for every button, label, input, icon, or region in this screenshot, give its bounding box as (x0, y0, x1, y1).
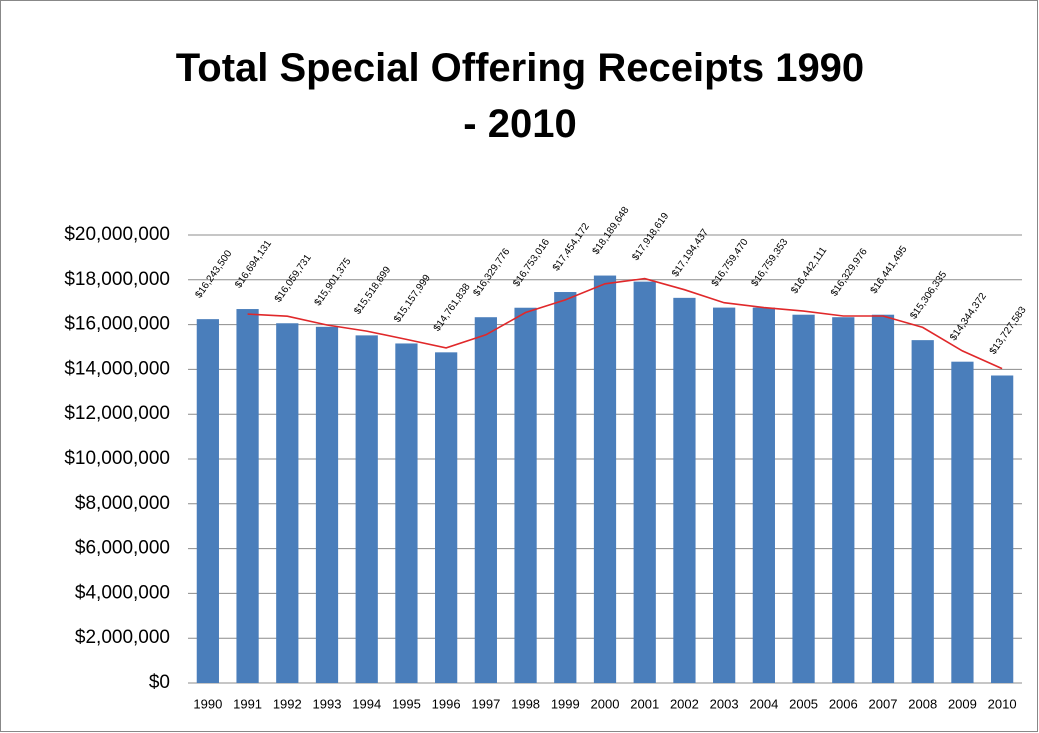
value-label: $15,157,999 (392, 272, 433, 324)
bar (196, 319, 219, 683)
x-tick-label: 1995 (392, 696, 421, 711)
bar (593, 275, 617, 683)
value-label: $13,727,583 (988, 305, 1029, 357)
y-tick-label: $2,000,000 (75, 627, 170, 648)
bar (832, 317, 855, 683)
bar (911, 340, 934, 683)
y-tick-label: $14,000,000 (64, 358, 170, 379)
bar (474, 317, 497, 683)
y-tick-label: $10,000,000 (64, 448, 170, 469)
bar (276, 323, 299, 683)
bar (871, 314, 895, 683)
value-label: $15,518,699 (352, 264, 393, 316)
x-tick-label: 2008 (908, 696, 937, 711)
bar (355, 335, 378, 683)
x-tick-label: 1992 (273, 696, 302, 711)
y-tick-label: $8,000,000 (75, 493, 170, 514)
bar (514, 307, 537, 683)
value-label: $15,901,375 (313, 256, 354, 308)
x-tick-label: 1993 (313, 696, 342, 711)
trend-line (247, 277, 1003, 370)
bar (991, 375, 1014, 683)
value-label: $16,753,016 (511, 237, 552, 289)
x-tick-label: 2003 (710, 696, 739, 711)
value-label: $16,759,470 (710, 237, 751, 289)
y-tick-label: $4,000,000 (75, 582, 170, 603)
bar (554, 292, 577, 683)
bar (673, 297, 696, 683)
x-tick-label: 2006 (829, 696, 858, 711)
bar (435, 352, 458, 683)
chart-title: Total Special Offering Receipts 1990 - 2… (175, 46, 865, 146)
y-tick-label: $18,000,000 (64, 269, 170, 290)
value-label: $16,694,131 (233, 238, 274, 290)
x-tick-label: 1998 (511, 696, 540, 711)
x-tick-label: 2002 (670, 696, 699, 711)
y-tick-label: $6,000,000 (75, 538, 170, 559)
bar (315, 326, 339, 683)
x-tick-label: 2010 (988, 696, 1017, 711)
x-tick-label: 2004 (749, 696, 778, 711)
value-label: $14,344,372 (948, 291, 989, 343)
value-label: $15,306,335 (908, 269, 949, 321)
value-label: $16,059,731 (273, 252, 314, 304)
bar (633, 281, 656, 683)
x-tick-label: 1991 (233, 696, 262, 711)
value-label: $16,759,353 (749, 237, 790, 289)
value-label: $18,189,648 (591, 205, 632, 257)
x-tick-label: 1996 (432, 696, 461, 711)
x-tick-label: 1997 (471, 696, 500, 711)
value-label: $16,329,976 (829, 246, 870, 298)
value-label: $16,329,776 (471, 246, 512, 298)
value-label: $16,243,500 (193, 248, 234, 300)
x-tick-label: 1999 (551, 696, 580, 711)
bar (236, 309, 259, 683)
x-tick-label: 2005 (789, 696, 818, 711)
value-label: $16,442,111 (789, 245, 829, 296)
bar (713, 307, 736, 683)
y-tick-label: $20,000,000 (64, 224, 170, 245)
value-label: $14,761,838 (432, 281, 473, 333)
y-tick-label: $0 (149, 672, 170, 693)
x-tick-label: 2001 (630, 696, 659, 711)
bar (752, 307, 775, 683)
x-tick-label: 1994 (352, 696, 381, 711)
x-tick-label: 2007 (869, 696, 898, 711)
bar (951, 361, 974, 683)
y-tick-label: $16,000,000 (64, 314, 170, 335)
x-tick-label: 2000 (591, 696, 620, 711)
bar (395, 343, 418, 683)
x-tick-label: 2009 (948, 696, 977, 711)
value-label: $16,441,495 (869, 244, 910, 296)
value-label: $17,918,619 (630, 211, 671, 263)
bar (792, 314, 815, 683)
y-tick-label: $12,000,000 (64, 403, 170, 424)
value-label: $17,454,172 (551, 221, 592, 273)
x-tick-label: 1990 (193, 696, 222, 711)
